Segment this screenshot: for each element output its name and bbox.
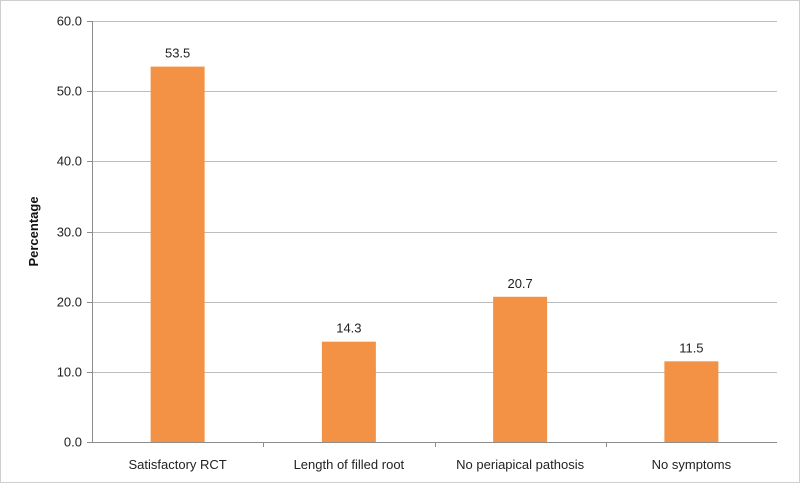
y-axis-title: Percentage <box>26 196 41 266</box>
y-tick-label: 40.0 <box>57 154 82 169</box>
bar <box>150 66 205 442</box>
data-label: 53.5 <box>165 46 190 61</box>
y-tick-label: 0.0 <box>64 435 82 450</box>
y-tick-label: 30.0 <box>57 225 82 240</box>
y-tick-label: 50.0 <box>57 84 82 99</box>
bars <box>150 66 719 442</box>
axes <box>87 21 777 447</box>
bar <box>664 361 719 442</box>
y-tick-label: 60.0 <box>57 14 82 29</box>
bar <box>493 296 548 442</box>
x-tick-label: Satisfactory RCT <box>129 457 227 472</box>
y-tick-label: 10.0 <box>57 365 82 380</box>
bar <box>321 341 376 442</box>
labels: 0.0 10.0 20.0 30.0 40.0 50.0 60.0 53.5 Satisfact… <box>57 14 732 473</box>
data-label: 11.5 <box>679 340 703 355</box>
y-tick-label: 20.0 <box>57 295 82 310</box>
x-tick-label: Length of filled root <box>294 457 405 472</box>
x-tick-label: No symptoms <box>652 457 732 472</box>
data-label: 14.3 <box>336 321 361 336</box>
x-tick-label: No periapical pathosis <box>456 457 584 472</box>
data-label: 20.7 <box>507 276 532 291</box>
